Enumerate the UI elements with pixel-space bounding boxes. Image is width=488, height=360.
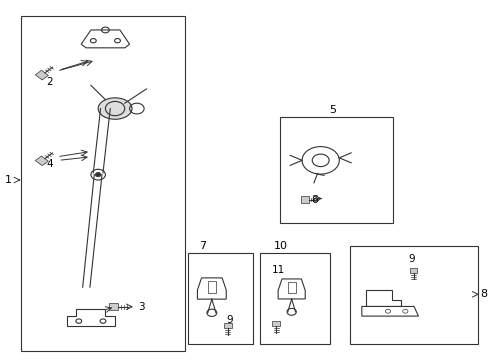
Text: 2: 2 (46, 77, 53, 87)
Polygon shape (224, 323, 231, 328)
Polygon shape (35, 156, 48, 166)
Bar (260, 253, 330, 344)
Text: 3: 3 (138, 302, 145, 312)
Bar (349, 246, 477, 344)
Polygon shape (361, 306, 418, 316)
Bar (187, 253, 252, 344)
Polygon shape (81, 30, 129, 48)
Text: 1: 1 (5, 175, 12, 185)
Polygon shape (366, 291, 400, 306)
Text: 7: 7 (198, 241, 205, 251)
Polygon shape (300, 197, 308, 203)
Text: 6: 6 (311, 195, 318, 204)
Text: 9: 9 (407, 254, 414, 264)
Circle shape (95, 172, 101, 177)
Polygon shape (197, 278, 226, 299)
Polygon shape (66, 309, 115, 327)
Bar (20, 16, 185, 351)
Polygon shape (108, 303, 117, 310)
Text: 10: 10 (273, 241, 287, 251)
Text: 8: 8 (479, 289, 487, 299)
Bar (287, 282, 295, 293)
Text: 9: 9 (226, 315, 233, 325)
Polygon shape (272, 321, 280, 327)
Text: 4: 4 (46, 159, 53, 169)
Polygon shape (409, 268, 417, 273)
Text: 5: 5 (328, 105, 336, 115)
Bar (207, 281, 216, 293)
Bar (279, 117, 392, 223)
Polygon shape (278, 279, 305, 299)
Text: 11: 11 (271, 265, 284, 275)
Ellipse shape (98, 98, 132, 119)
Polygon shape (35, 70, 48, 80)
